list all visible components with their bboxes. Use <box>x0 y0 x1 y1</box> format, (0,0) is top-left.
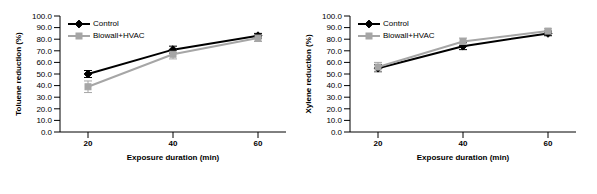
svg-text:0.0: 0.0 <box>41 128 53 137</box>
svg-text:20.0: 20.0 <box>36 105 52 114</box>
svg-text:Exposure duration (min): Exposure duration (min) <box>417 153 510 162</box>
svg-text:30.0: 30.0 <box>326 93 342 102</box>
svg-text:Toluene reduction (%): Toluene reduction (%) <box>14 32 23 116</box>
svg-text:70.0: 70.0 <box>36 47 52 56</box>
svg-text:90.0: 90.0 <box>326 23 342 32</box>
svg-text:0.0: 0.0 <box>331 128 343 137</box>
svg-text:100.0: 100.0 <box>322 12 343 21</box>
svg-text:40: 40 <box>459 139 468 148</box>
svg-text:60.0: 60.0 <box>36 58 52 67</box>
svg-text:40.0: 40.0 <box>326 81 342 90</box>
svg-text:20: 20 <box>374 139 383 148</box>
html-text:Control: Control <box>93 19 119 28</box>
svg-text:60: 60 <box>544 139 553 148</box>
svg-text:50.0: 50.0 <box>326 70 342 79</box>
svg-text:Exposure duration (min): Exposure duration (min) <box>127 153 220 162</box>
html-text:Control: Control <box>383 19 409 28</box>
svg-text:70.0: 70.0 <box>326 47 342 56</box>
svg-text:40.0: 40.0 <box>36 81 52 90</box>
svg-text:10.0: 10.0 <box>326 116 342 125</box>
svg-text:50.0: 50.0 <box>36 70 52 79</box>
html-text:Biowall+HVAC: Biowall+HVAC <box>383 31 435 40</box>
svg-text:80.0: 80.0 <box>326 35 342 44</box>
svg-text:20.0: 20.0 <box>326 105 342 114</box>
svg-text:80.0: 80.0 <box>36 35 52 44</box>
svg-text:60.0: 60.0 <box>326 58 342 67</box>
svg-text:30.0: 30.0 <box>36 93 52 102</box>
svg-text:60: 60 <box>254 139 263 148</box>
svg-text:100.0: 100.0 <box>32 12 53 21</box>
svg-text:90.0: 90.0 <box>36 23 52 32</box>
svg-text:40: 40 <box>169 139 178 148</box>
svg-text:Xylene reduction (%): Xylene reduction (%) <box>304 34 313 113</box>
svg-text:10.0: 10.0 <box>36 116 52 125</box>
svg-text:20: 20 <box>84 139 93 148</box>
html-text:Biowall+HVAC: Biowall+HVAC <box>93 31 145 40</box>
